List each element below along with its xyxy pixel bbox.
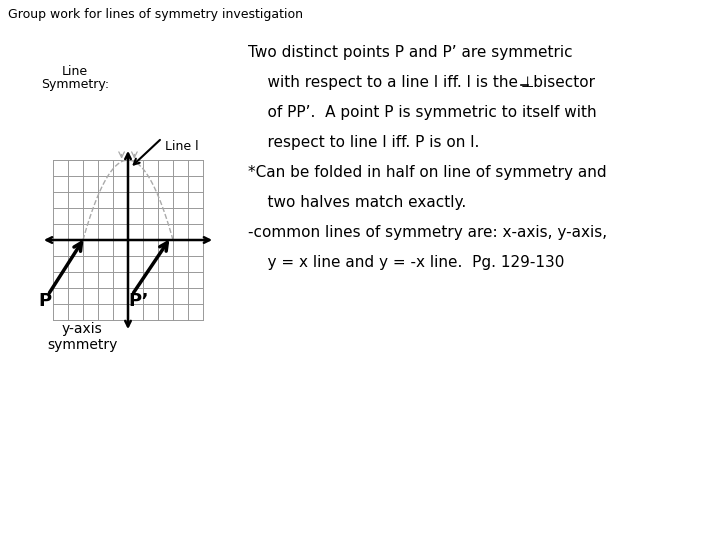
Text: *Can be folded in half on line of symmetry and: *Can be folded in half on line of symmet… [248, 165, 607, 180]
Text: y = x line and y = -x line.  Pg. 129-130: y = x line and y = -x line. Pg. 129-130 [248, 255, 564, 270]
Text: Line l: Line l [165, 140, 199, 153]
Text: -common lines of symmetry are: x-axis, y-axis,: -common lines of symmetry are: x-axis, y… [248, 225, 607, 240]
Text: with respect to a line l iff. l is the: with respect to a line l iff. l is the [248, 75, 518, 90]
Text: P’: P’ [128, 292, 148, 310]
Text: y-axis
symmetry: y-axis symmetry [47, 322, 117, 352]
Text: Line: Line [62, 65, 88, 78]
Text: ⊥bisector: ⊥bisector [521, 75, 596, 90]
Text: Symmetry:: Symmetry: [41, 78, 109, 91]
Text: two halves match exactly.: two halves match exactly. [248, 195, 467, 210]
Text: Group work for lines of symmetry investigation: Group work for lines of symmetry investi… [8, 8, 303, 21]
Text: Two distinct points P and P’ are symmetric: Two distinct points P and P’ are symmetr… [248, 45, 572, 60]
Text: of PP’.  A point P is symmetric to itself with: of PP’. A point P is symmetric to itself… [248, 105, 597, 120]
Text: P: P [38, 292, 51, 310]
Text: respect to line l iff. P is on l.: respect to line l iff. P is on l. [248, 135, 480, 150]
